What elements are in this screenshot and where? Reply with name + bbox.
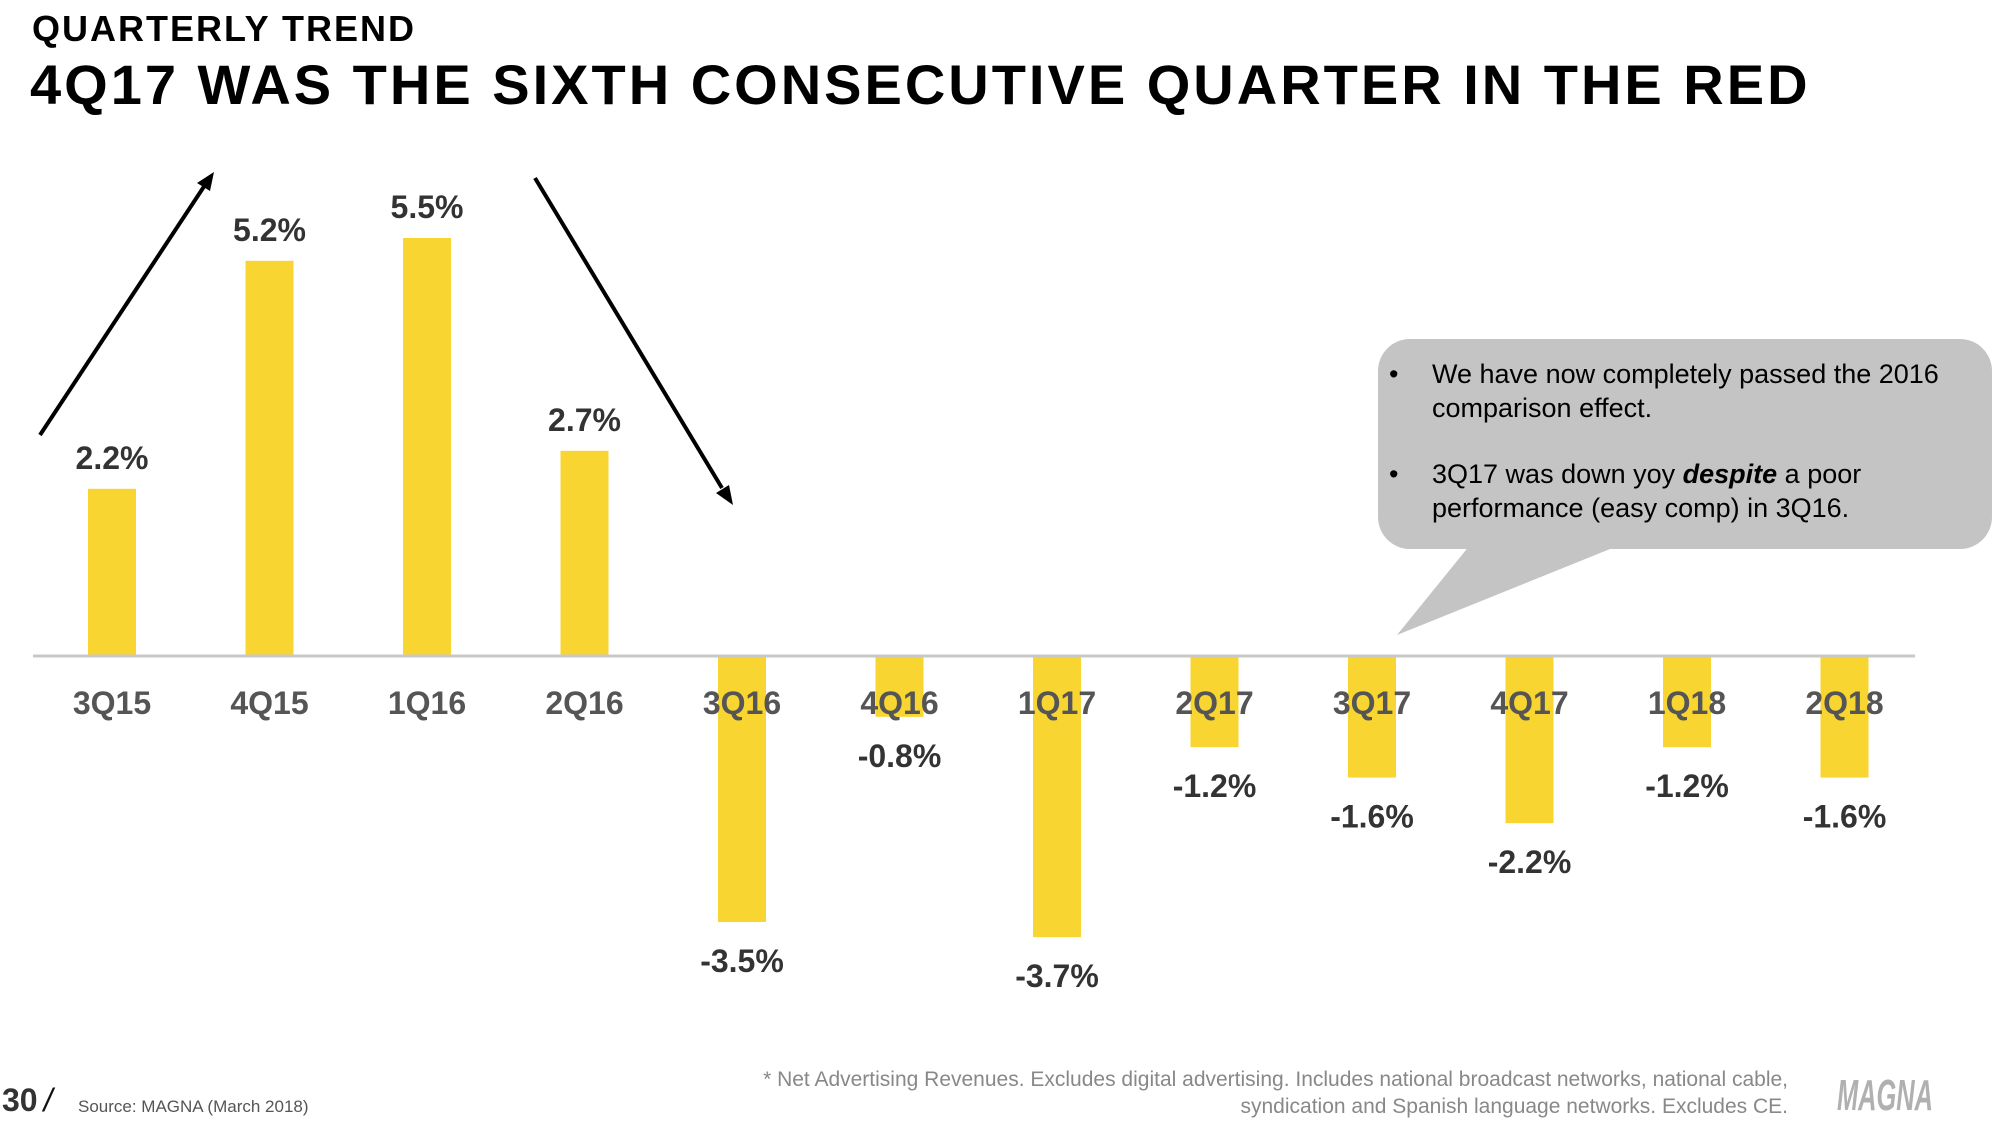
source-note: Source: MAGNA (March 2018) — [78, 1097, 309, 1116]
category-label-2Q17: 2Q17 — [1175, 685, 1253, 721]
magna-logo: MAGNA — [1837, 1071, 1933, 1116]
bar-3Q17 — [1348, 656, 1396, 778]
up-trend-arrow — [38, 172, 214, 437]
category-label-4Q17: 4Q17 — [1490, 685, 1568, 721]
value-label-1Q16: 5.5% — [391, 189, 464, 225]
value-label-4Q16: -0.8% — [858, 738, 942, 774]
value-label-3Q16: -3.5% — [700, 943, 784, 979]
bar-1Q17 — [1033, 656, 1081, 938]
value-label-3Q15: 2.2% — [76, 440, 149, 476]
category-label-1Q16: 1Q16 — [388, 685, 466, 721]
callout-text: 3Q17 was down yoy — [1432, 459, 1683, 489]
bar-2Q18 — [1820, 656, 1869, 778]
category-label-4Q16: 4Q16 — [860, 685, 938, 721]
bar-2Q17 — [1190, 656, 1239, 748]
slide-title: 4Q17 WAS THE SIXTH CONSECUTIVE QUARTER I… — [30, 53, 1811, 116]
slide-kicker: QUARTERLY TREND — [32, 8, 417, 49]
bar-3Q15 — [88, 488, 136, 656]
callout-text: a poor performance (easy comp) in 3Q16. — [1432, 459, 1862, 523]
callout-pointer — [1397, 545, 1620, 635]
category-label-2Q18: 2Q18 — [1805, 685, 1883, 721]
category-label-3Q16: 3Q16 — [703, 685, 781, 721]
value-label-1Q18: -1.2% — [1645, 768, 1729, 804]
bar-1Q16 — [403, 238, 451, 656]
logo-text: MAGNA — [1837, 1071, 1933, 1116]
value-labels: 2.2% 5.2% 5.5% 2.7% -3.5% -0.8% -3.7% -1.2% -1.6… — [76, 189, 1887, 994]
bar-1Q18 — [1663, 656, 1711, 748]
bar-2Q16 — [560, 450, 609, 656]
callout-item: • We have now completely passed the 2016… — [1378, 357, 1972, 425]
callout-item: • 3Q17 was down yoy despite a poor perfo… — [1378, 457, 1972, 525]
value-label-2Q18: -1.6% — [1803, 799, 1887, 835]
page-number: 30/ — [2, 1082, 52, 1119]
page-number-value: 30 — [2, 1082, 38, 1118]
value-label-2Q17: -1.2% — [1173, 768, 1257, 804]
footnote: * Net Advertising Revenues. Excludes dig… — [763, 1068, 1788, 1118]
category-label-1Q17: 1Q17 — [1018, 685, 1096, 721]
bullet-icon: • — [1389, 459, 1399, 489]
category-label-4Q15: 4Q15 — [230, 685, 308, 721]
page-number-slash: / — [43, 1082, 53, 1118]
bar-4Q17 — [1505, 656, 1554, 824]
callout-text: We have now completely passed the 2016 c… — [1432, 359, 1939, 423]
value-label-4Q15: 5.2% — [233, 212, 306, 248]
value-label-3Q17: -1.6% — [1330, 799, 1414, 835]
category-label-3Q17: 3Q17 — [1333, 685, 1411, 721]
category-label-2Q16: 2Q16 — [545, 685, 623, 721]
bar-4Q16 — [875, 656, 924, 717]
category-label-1Q18: 1Q18 — [1648, 685, 1726, 721]
down-trend-arrow — [533, 176, 733, 505]
value-label-1Q17: -3.7% — [1015, 958, 1099, 994]
value-label-4Q17: -2.2% — [1488, 844, 1572, 880]
callout-emphasis: despite — [1682, 459, 1778, 489]
value-label-2Q16: 2.7% — [548, 402, 621, 438]
bar-4Q15 — [245, 260, 294, 656]
bar-3Q16 — [718, 656, 766, 922]
category-labels: 3Q15 4Q15 1Q16 2Q16 3Q16 4Q16 1Q17 2Q17 3Q17 4Q17… — [73, 685, 1884, 721]
bullet-icon: • — [1389, 359, 1399, 389]
category-label-3Q15: 3Q15 — [73, 685, 151, 721]
callout-bubble: • We have now completely passed the 2016… — [1378, 339, 1992, 549]
bars-group — [88, 238, 1869, 938]
